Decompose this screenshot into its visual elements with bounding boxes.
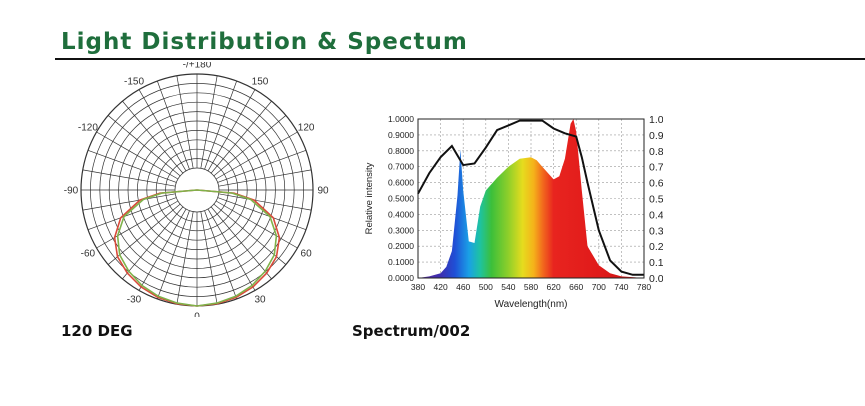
polar-spoke (217, 197, 307, 231)
polar-spoke (217, 149, 307, 183)
x-tick-label: 740 (614, 282, 628, 292)
right-tick-label: 0.1 (649, 257, 663, 269)
title-rule (55, 58, 865, 60)
polar-spoke (204, 80, 238, 170)
x-tick-label: 780 (637, 282, 651, 292)
polar-spoke (215, 131, 298, 180)
right-tick-label: 0.9 (649, 130, 663, 142)
polar-angle-label: -90 (64, 186, 79, 197)
polar-spoke (107, 115, 181, 177)
spectrum-chart: 380 420 460 500 540 580 620 660 700 740 7800.00000… (364, 114, 663, 310)
polar-spoke (122, 206, 184, 280)
x-tick-label: 580 (524, 282, 538, 292)
right-tick-label: 0.0 (649, 273, 663, 285)
polar-spoke (122, 100, 184, 174)
x-tick-label: 660 (569, 282, 583, 292)
polar-spoke (200, 211, 218, 305)
polar-angle-label: -120 (78, 123, 98, 134)
polar-angle-label: 90 (317, 186, 329, 197)
y-axis-label: Relative intensity (364, 162, 375, 234)
right-tick-label: 1.0 (649, 114, 663, 126)
x-tick-label: 460 (456, 282, 470, 292)
left-tick-label: 0.7000 (388, 162, 414, 172)
polar-spoke (138, 208, 187, 291)
polar-spoke (218, 169, 312, 187)
left-tick-label: 0.2000 (388, 241, 414, 251)
polar-spoke (96, 200, 179, 249)
x-tick-label: 420 (434, 282, 448, 292)
polar-spoke (210, 100, 272, 174)
polar-angle-label: 30 (254, 295, 266, 306)
left-tick-label: 0.4000 (388, 209, 414, 219)
polar-spoke (218, 193, 312, 211)
polar-spoke (87, 197, 177, 231)
spectrum-plot-frame (417, 118, 645, 279)
right-tick-label: 0.4 (649, 209, 663, 221)
polar-angle-label: -30 (127, 295, 142, 306)
spectrum-area (418, 119, 644, 278)
right-tick-label: 0.2 (649, 241, 663, 253)
x-tick-label: 700 (592, 282, 606, 292)
left-tick-label: 0.8000 (388, 146, 414, 156)
polar-spoke (210, 206, 272, 280)
polar-spoke (207, 89, 256, 172)
polar-spoke (87, 149, 177, 183)
polar-spoke (213, 203, 287, 265)
polar-distribution-chart: -/+180 150 -150 120 -120 90 -90 60 -60 30 -30 0 (64, 62, 329, 317)
polar-spoke (82, 193, 176, 211)
polar-spoke (176, 75, 194, 169)
polar-grid (80, 73, 314, 307)
left-tick-label: 0.3000 (388, 225, 414, 235)
right-tick-label: 0.7 (649, 162, 663, 174)
left-tick-label: 0.9000 (388, 130, 414, 140)
left-tick-label: 1.0000 (388, 114, 414, 124)
polar-spoke (107, 203, 181, 265)
polar-spoke (176, 211, 194, 305)
polar-angle-labels: -/+180 150 -150 120 -120 90 -90 60 -60 30 -30 0 (64, 62, 329, 317)
polar-angle-label: -60 (81, 249, 96, 260)
left-tick-label: 0.0000 (388, 273, 414, 283)
x-axis-label: Wavelength(nm) (495, 299, 568, 310)
polar-angle-label: 60 (301, 249, 313, 260)
right-tick-label: 0.5 (649, 194, 663, 206)
polar-angle-label: 0 (194, 312, 200, 318)
spectrum-line (417, 119, 644, 276)
polar-spoke (156, 80, 190, 170)
left-axis-ticks: 0.0000 0.1000 0.2000 0.3000 0.4000 0.5000 0.60… (388, 114, 414, 283)
polar-spoke (215, 200, 298, 249)
polar-spoke (200, 75, 218, 169)
right-axis-ticks: 0.0 0.1 0.2 0.3 0.4 0.5 0.6 0.7 0.8 0.9 1.0 (649, 114, 663, 285)
left-tick-label: 0.1000 (388, 257, 414, 267)
polar-spoke (204, 210, 238, 300)
right-tick-label: 0.8 (649, 146, 663, 158)
beam-angle-caption: 120 DEG (61, 322, 133, 340)
polar-angle-label: -/+180 (183, 62, 212, 71)
polar-spoke (213, 115, 287, 177)
x-tick-label: 620 (547, 282, 561, 292)
right-tick-label: 0.6 (649, 178, 663, 190)
polar-spoke (138, 89, 187, 172)
polar-spoke (96, 131, 179, 180)
x-tick-label: 540 (501, 282, 515, 292)
x-tick-label: 380 (411, 282, 425, 292)
spectrum-caption: Spectrum/002 (352, 322, 471, 340)
polar-angle-label: -150 (124, 76, 144, 87)
polar-series-curve (116, 189, 278, 307)
polar-spoke (156, 210, 190, 300)
left-tick-label: 0.6000 (388, 178, 414, 188)
x-axis-ticks: 380 420 460 500 540 580 620 660 700 740 780 (411, 282, 651, 292)
polar-angle-label: 150 (252, 76, 269, 87)
right-tick-label: 0.3 (649, 225, 663, 237)
x-tick-label: 500 (479, 282, 493, 292)
polar-spoke (82, 169, 176, 187)
polar-angle-label: 120 (298, 123, 315, 134)
page-title: Light Distribution & Spectum (61, 29, 468, 55)
polar-spoke (207, 208, 256, 291)
left-tick-label: 0.5000 (388, 194, 414, 204)
